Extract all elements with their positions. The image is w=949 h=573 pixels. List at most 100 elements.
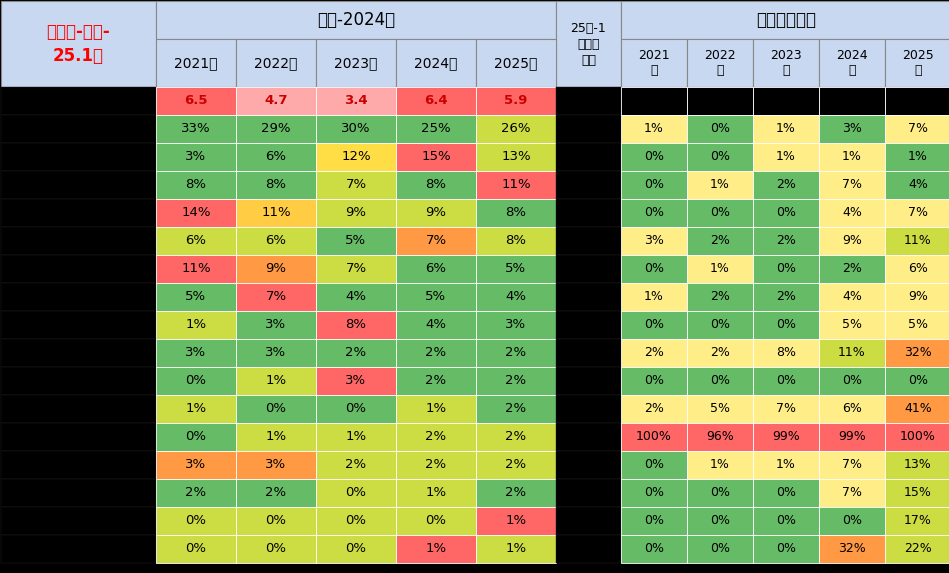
Text: 0%: 0% bbox=[842, 375, 862, 387]
Bar bbox=[753, 227, 819, 255]
Bar bbox=[556, 115, 621, 143]
Text: 0%: 0% bbox=[185, 543, 207, 555]
Bar bbox=[396, 451, 476, 479]
Bar bbox=[885, 451, 949, 479]
Bar bbox=[885, 227, 949, 255]
Bar bbox=[819, 227, 885, 255]
Text: 13%: 13% bbox=[904, 458, 932, 472]
Text: 8%: 8% bbox=[506, 206, 527, 219]
Text: 7%: 7% bbox=[908, 206, 928, 219]
Text: 1%: 1% bbox=[425, 543, 447, 555]
Bar bbox=[621, 115, 687, 143]
Bar bbox=[819, 143, 885, 171]
Bar bbox=[316, 479, 396, 507]
Text: 交强险-轻卡-
25.1月: 交强险-轻卡- 25.1月 bbox=[47, 23, 110, 65]
Text: 2%: 2% bbox=[185, 486, 207, 500]
Bar bbox=[476, 423, 556, 451]
Bar bbox=[1, 423, 156, 451]
Text: 2021年: 2021年 bbox=[175, 56, 217, 70]
Text: 2%: 2% bbox=[345, 458, 366, 472]
Bar bbox=[396, 39, 476, 87]
Text: 0%: 0% bbox=[644, 543, 664, 555]
Bar bbox=[236, 87, 316, 115]
Bar bbox=[156, 171, 236, 199]
Text: 2%: 2% bbox=[776, 179, 796, 191]
Text: 0%: 0% bbox=[644, 375, 664, 387]
Text: 2%: 2% bbox=[776, 234, 796, 248]
Text: 11%: 11% bbox=[904, 234, 932, 248]
Bar bbox=[556, 311, 621, 339]
Text: 0%: 0% bbox=[842, 515, 862, 528]
Bar bbox=[1, 143, 156, 171]
Text: 41%: 41% bbox=[904, 402, 932, 415]
Bar bbox=[556, 143, 621, 171]
Bar bbox=[687, 423, 753, 451]
Bar bbox=[396, 171, 476, 199]
Bar bbox=[396, 255, 476, 283]
Text: 3%: 3% bbox=[506, 319, 527, 332]
Bar bbox=[556, 451, 621, 479]
Bar bbox=[1, 255, 156, 283]
Bar bbox=[316, 367, 396, 395]
Bar bbox=[819, 451, 885, 479]
Bar bbox=[687, 339, 753, 367]
Bar bbox=[396, 339, 476, 367]
Text: 0%: 0% bbox=[710, 543, 730, 555]
Bar bbox=[236, 39, 316, 87]
Text: 0%: 0% bbox=[776, 543, 796, 555]
Text: 0%: 0% bbox=[710, 515, 730, 528]
Bar bbox=[396, 87, 476, 115]
Bar bbox=[236, 507, 316, 535]
Text: 0%: 0% bbox=[345, 515, 366, 528]
Bar bbox=[236, 255, 316, 283]
Text: 9%: 9% bbox=[425, 206, 446, 219]
Text: 2023
年: 2023 年 bbox=[771, 49, 802, 77]
Text: 8%: 8% bbox=[776, 347, 796, 359]
Text: 17%: 17% bbox=[904, 515, 932, 528]
Bar bbox=[1, 451, 156, 479]
Bar bbox=[156, 1, 556, 39]
Bar bbox=[687, 479, 753, 507]
Bar bbox=[621, 1, 949, 39]
Text: 2%: 2% bbox=[710, 291, 730, 304]
Text: 2%: 2% bbox=[425, 375, 447, 387]
Text: 2%: 2% bbox=[776, 291, 796, 304]
Bar bbox=[316, 87, 396, 115]
Text: 99%: 99% bbox=[772, 430, 800, 444]
Bar bbox=[753, 507, 819, 535]
Bar bbox=[156, 479, 236, 507]
Text: 14%: 14% bbox=[181, 206, 211, 219]
Bar bbox=[156, 255, 236, 283]
Bar bbox=[316, 255, 396, 283]
Text: 1%: 1% bbox=[506, 543, 527, 555]
Bar bbox=[236, 311, 316, 339]
Bar bbox=[753, 283, 819, 311]
Bar bbox=[156, 87, 236, 115]
Bar bbox=[156, 311, 236, 339]
Text: 2%: 2% bbox=[425, 458, 447, 472]
Bar bbox=[236, 199, 316, 227]
Text: 6%: 6% bbox=[185, 234, 207, 248]
Bar bbox=[236, 115, 316, 143]
Bar bbox=[156, 507, 236, 535]
Text: 0%: 0% bbox=[644, 151, 664, 163]
Bar bbox=[819, 507, 885, 535]
Text: 5.9: 5.9 bbox=[504, 95, 528, 108]
Bar bbox=[621, 39, 687, 87]
Text: 4%: 4% bbox=[842, 291, 862, 304]
Text: 1%: 1% bbox=[842, 151, 862, 163]
Text: 2%: 2% bbox=[506, 347, 527, 359]
Text: 0%: 0% bbox=[776, 515, 796, 528]
Text: 5%: 5% bbox=[425, 291, 447, 304]
Bar bbox=[156, 339, 236, 367]
Bar bbox=[236, 395, 316, 423]
Bar bbox=[476, 395, 556, 423]
Text: 3%: 3% bbox=[266, 347, 287, 359]
Bar bbox=[236, 171, 316, 199]
Text: 1%: 1% bbox=[710, 262, 730, 276]
Bar bbox=[316, 171, 396, 199]
Text: 1%: 1% bbox=[776, 123, 796, 135]
Text: 7%: 7% bbox=[776, 402, 796, 415]
Bar bbox=[476, 115, 556, 143]
Text: 0%: 0% bbox=[710, 319, 730, 332]
